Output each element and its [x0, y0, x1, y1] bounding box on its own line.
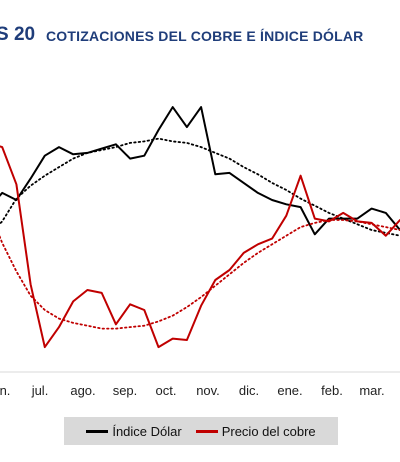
legend-swatch-dolar [86, 429, 109, 433]
x-tick-label: sep. [113, 383, 138, 398]
legend-swatch-cobre [195, 429, 218, 433]
legend-label-dolar: Índice Dólar [112, 423, 182, 439]
x-tick-label: ago. [70, 383, 95, 398]
x-tick-label: nov. [196, 383, 220, 398]
x-tick-labels: n. jul. ago. sep. oct. nov. dic. ene. feb. mar. [0, 383, 385, 398]
series-line-2 [0, 145, 400, 349]
chart-title-text: COTIZACIONES DEL COBRE E ÍNDICE DÓLAR [46, 28, 364, 44]
series-line-1 [0, 137, 400, 237]
x-tick-label: oct. [156, 383, 177, 398]
legend-item-dolar: Índice Dólar [86, 423, 182, 439]
legend-label-cobre: Precio del cobre [221, 423, 316, 439]
legend-item-cobre: Precio del cobre [195, 423, 316, 439]
series-line-0 [0, 106, 400, 236]
chart-number: S 20 [0, 24, 36, 45]
x-tick-label: dic. [239, 383, 259, 398]
x-tick-label: n. [0, 383, 10, 398]
chart-legend: Índice Dólar Precio del cobre [64, 417, 338, 445]
x-tick-label: ene. [277, 383, 302, 398]
x-tick-label: mar. [359, 383, 384, 398]
x-tick-label: jul. [31, 383, 49, 398]
series-layer [0, 106, 400, 349]
series-line-3 [0, 219, 400, 330]
x-tick-label: feb. [321, 383, 343, 398]
chart-title: S 20 COTIZACIONES DEL COBRE E ÍNDICE DÓL… [0, 24, 400, 52]
